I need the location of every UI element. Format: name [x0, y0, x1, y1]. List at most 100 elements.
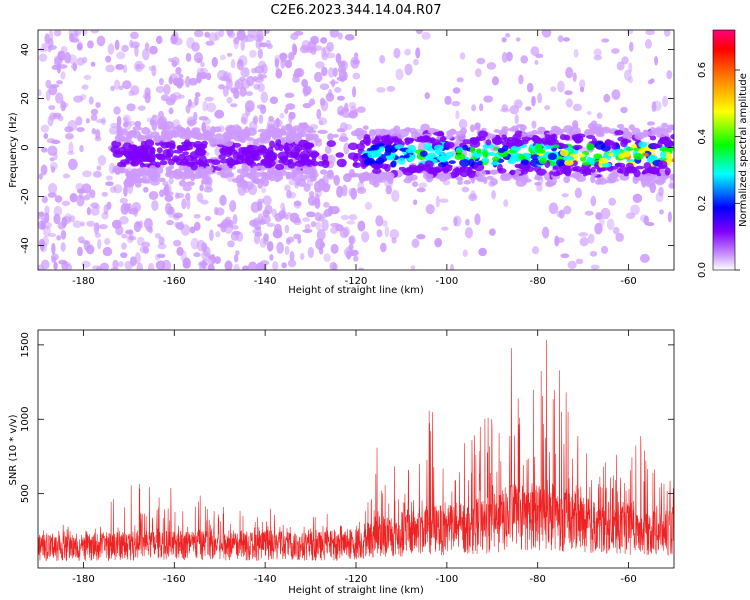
- heatmap-blob: [438, 155, 448, 163]
- heatmap-blob: [385, 185, 393, 195]
- heatmap-blob: [243, 35, 249, 43]
- heatmap-blob: [90, 202, 99, 209]
- heatmap-blob: [272, 118, 283, 128]
- heatmap-blob: [288, 191, 297, 199]
- heatmap-blob: [564, 90, 573, 96]
- heatmap-blob: [139, 245, 147, 253]
- heatmap-blob: [625, 146, 634, 151]
- heatmap-blob: [217, 223, 227, 228]
- heatmap-blob: [572, 120, 579, 129]
- heatmap-blob: [275, 138, 282, 147]
- heatmap-blob: [471, 104, 477, 112]
- heatmap-blob: [341, 112, 352, 119]
- heatmap-blob: [421, 135, 431, 143]
- heatmap-blob: [117, 125, 123, 134]
- heatmap-blob: [229, 200, 237, 212]
- heatmap-blob: [324, 145, 332, 154]
- heatmap-blob: [351, 130, 359, 137]
- heatmap-blob: [572, 160, 578, 167]
- heatmap-blob: [137, 160, 144, 165]
- heatmap-blob: [296, 126, 305, 133]
- heatmap-blob: [168, 107, 174, 115]
- heatmap-blob: [48, 84, 58, 96]
- heatmap-blob: [200, 199, 209, 205]
- heatmap-blob: [513, 139, 523, 147]
- heatmap-blob: [531, 95, 536, 107]
- heatmap-blob: [261, 187, 267, 194]
- heatmap-blob: [295, 178, 301, 186]
- heatmap-blob: [268, 176, 277, 182]
- heatmap-blob: [410, 265, 416, 270]
- heatmap-blob: [465, 218, 470, 226]
- heatmap-blob: [536, 168, 547, 176]
- heatmap-blob: [318, 246, 324, 255]
- heatmap-blob: [364, 202, 373, 210]
- heatmap-blob: [47, 115, 54, 127]
- heatmap-blob: [165, 97, 176, 106]
- heatmap-blob: [659, 137, 668, 144]
- heatmap-blob: [336, 158, 347, 168]
- heatmap-blob: [635, 165, 645, 170]
- heatmap-blob: [236, 182, 243, 188]
- heatmap-blob: [284, 108, 289, 114]
- heatmap-blob: [621, 56, 629, 65]
- heatmap-blob: [90, 108, 99, 116]
- heatmap-blob: [390, 160, 397, 168]
- heatmap-blob: [369, 158, 375, 164]
- heatmap-blob: [481, 157, 490, 163]
- heatmap-blob: [593, 153, 603, 160]
- heatmap-blob: [180, 250, 187, 263]
- heatmap-blob: [116, 51, 126, 60]
- heatmap-blob: [202, 100, 208, 112]
- heatmap-blob: [348, 168, 356, 178]
- heatmap-blob: [293, 200, 302, 209]
- heatmap-blob: [60, 102, 69, 108]
- heatmap-blob: [379, 175, 387, 180]
- heatmap-blob: [199, 72, 208, 80]
- heatmap-blob: [213, 126, 222, 133]
- heatmap-blob: [625, 212, 636, 220]
- heatmap-blob: [597, 177, 608, 185]
- heatmap-blob: [352, 72, 361, 80]
- heatmap-blob: [534, 181, 542, 186]
- heatmap-blob: [531, 246, 540, 255]
- heatmap-blob: [455, 110, 460, 120]
- heatmap-blob: [337, 105, 345, 116]
- heatmap-blob: [69, 192, 78, 203]
- heatmap-blob: [170, 170, 178, 174]
- heatmap-blob: [224, 260, 233, 270]
- heatmap-blob: [127, 129, 138, 137]
- heatmap-blob: [379, 128, 387, 136]
- heatmap-blob: [243, 180, 249, 188]
- heatmap-blob: [182, 151, 189, 156]
- heatmap-blob: [266, 43, 273, 50]
- heatmap-blob: [531, 129, 538, 135]
- heatmap-blob: [646, 130, 657, 137]
- heatmap-blob: [127, 151, 136, 159]
- heatmap-blob: [398, 157, 406, 165]
- heatmap-blob: [281, 136, 290, 143]
- snr-axes: -180 -160 -140 -120 -100 -80 -60 500 1000 1500: [20, 330, 674, 585]
- heatmap-blob: [57, 64, 68, 69]
- heatmap-blob: [90, 30, 100, 34]
- heatmap-blob: [185, 52, 192, 62]
- heatmap-blob: [122, 114, 131, 124]
- colorbar-tick-label: 0.2: [697, 195, 708, 211]
- heatmap-blob: [200, 61, 205, 68]
- heatmap-blob: [208, 229, 214, 242]
- heatmap-blob: [284, 224, 290, 234]
- heatmap-blob: [264, 204, 273, 215]
- heatmap-blob: [96, 35, 106, 47]
- heatmap-blob: [219, 75, 230, 82]
- heatmap-blob: [88, 96, 94, 105]
- heatmap-blob: [403, 177, 413, 184]
- heatmap-blob: [601, 245, 609, 254]
- heatmap-blob: [321, 153, 329, 163]
- heatmap-blob: [148, 190, 159, 200]
- heatmap-blob: [269, 96, 279, 105]
- heatmap-blob: [268, 115, 274, 123]
- heatmap-blob: [204, 215, 212, 221]
- heatmap-blob: [315, 221, 322, 231]
- heatmap-x-tick-label: -180: [72, 276, 95, 287]
- heatmap-y-tick-label: 40: [20, 43, 31, 56]
